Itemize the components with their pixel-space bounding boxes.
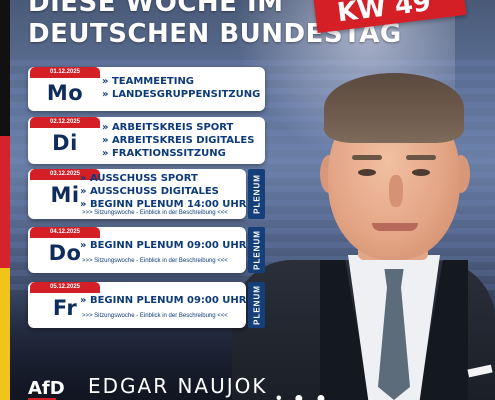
- agenda-list: » BEGINN PLENUM 09:00 UHR: [80, 294, 247, 307]
- schedule-card-thursday: 04.12.2025 Do » BEGINN PLENUM 09:00 UHR …: [28, 227, 247, 273]
- plenum-tag: PLENUM: [248, 282, 265, 328]
- agenda-list: » BEGINN PLENUM 09:00 UHR: [80, 239, 247, 252]
- date-box: 02.12.2025 Di: [30, 117, 100, 158]
- agenda-item: » FRAKTIONSSITZUNG: [102, 148, 226, 159]
- schedule-card-monday: 01.12.2025 Mo » TEAMMEETING » LANDESGRUP…: [28, 67, 265, 111]
- eyebrow-right: [406, 155, 436, 160]
- agenda-item: » ARBEITSKREIS DIGITALES: [102, 135, 255, 146]
- agenda-item: » LANDESGRUPPENSITZUNG: [102, 89, 261, 100]
- headline-line-1: DIESE WOCHE IM: [28, 0, 284, 18]
- footer-marks: • ● ●: [276, 390, 330, 400]
- day-label: Do: [48, 241, 82, 265]
- agenda-item: » BEGINN PLENUM 09:00 UHR: [80, 295, 247, 306]
- session-note: >>> Sitzungswoche - Einblick in der Besc…: [82, 210, 228, 216]
- agenda-item: » AUSSCHUSS SPORT: [80, 173, 198, 184]
- date-box: 04.12.2025 Do: [30, 227, 100, 268]
- schedule-card-friday: 05.12.2025 Fr » BEGINN PLENUM 09:00 UHR …: [28, 282, 247, 328]
- agenda-item: » TEAMMEETING: [102, 76, 195, 87]
- schedule-card-wednesday: 03.12.2025 Mi » AUSSCHUSS SPORT » AUSSCH…: [28, 169, 247, 219]
- agenda-list: » AUSSCHUSS SPORT » AUSSCHUSS DIGITALES …: [80, 172, 247, 211]
- date-tab: 02.12.2025: [30, 117, 100, 128]
- session-note: >>> Sitzungswoche - Einblick in der Besc…: [82, 258, 228, 264]
- politician-name: EDGAR NAUJOK: [88, 374, 268, 398]
- eye-right: [412, 169, 430, 176]
- plenum-label: PLENUM: [252, 285, 261, 325]
- date-box: 03.12.2025 Mi: [30, 169, 100, 210]
- eye-left: [358, 169, 376, 176]
- day-label: Fr: [52, 296, 78, 320]
- portrait-photo: [232, 55, 495, 400]
- plenum-label: PLENUM: [252, 230, 261, 270]
- agenda-list: » ARBEITSKREIS SPORT » ARBEITSKREIS DIGI…: [102, 121, 254, 160]
- mouth: [372, 223, 418, 231]
- plenum-label: PLENUM: [252, 174, 261, 214]
- agenda-item: » BEGINN PLENUM 09:00 UHR: [80, 240, 247, 251]
- agenda-item: » ARBEITSKREIS SPORT: [102, 122, 234, 133]
- plenum-tag: PLENUM: [248, 169, 265, 219]
- flag-gold-band: [0, 268, 10, 400]
- eyebrow-left: [352, 155, 382, 160]
- flag-stripe-icon: [0, 0, 10, 400]
- nose: [389, 175, 403, 207]
- date-box: 05.12.2025 Fr: [30, 282, 100, 323]
- flag-red-band: [0, 136, 10, 268]
- day-label: Mo: [46, 81, 84, 105]
- party-logo: AfD: [28, 378, 65, 400]
- day-label: Di: [52, 131, 78, 155]
- agenda-item: » AUSSCHUSS DIGITALES: [80, 186, 219, 197]
- day-label: Mi: [50, 183, 80, 207]
- date-tab: 05.12.2025: [30, 282, 100, 293]
- schedule-card-tuesday: 02.12.2025 Di » ARBEITSKREIS SPORT » ARB…: [28, 117, 265, 164]
- agenda-item: » BEGINN PLENUM 14:00 UHR: [80, 199, 247, 210]
- plenum-tag: PLENUM: [248, 227, 265, 273]
- agenda-list: » TEAMMEETING » LANDESGRUPPENSITZUNG: [102, 75, 260, 101]
- date-box: 01.12.2025 Mo: [30, 67, 100, 108]
- date-tab: 01.12.2025: [30, 67, 100, 78]
- session-note: >>> Sitzungswoche - Einblick in der Besc…: [82, 313, 228, 319]
- flag-black-band: [0, 0, 10, 136]
- hair: [324, 73, 464, 143]
- date-tab: 04.12.2025: [30, 227, 100, 238]
- date-tab: 03.12.2025: [30, 169, 100, 180]
